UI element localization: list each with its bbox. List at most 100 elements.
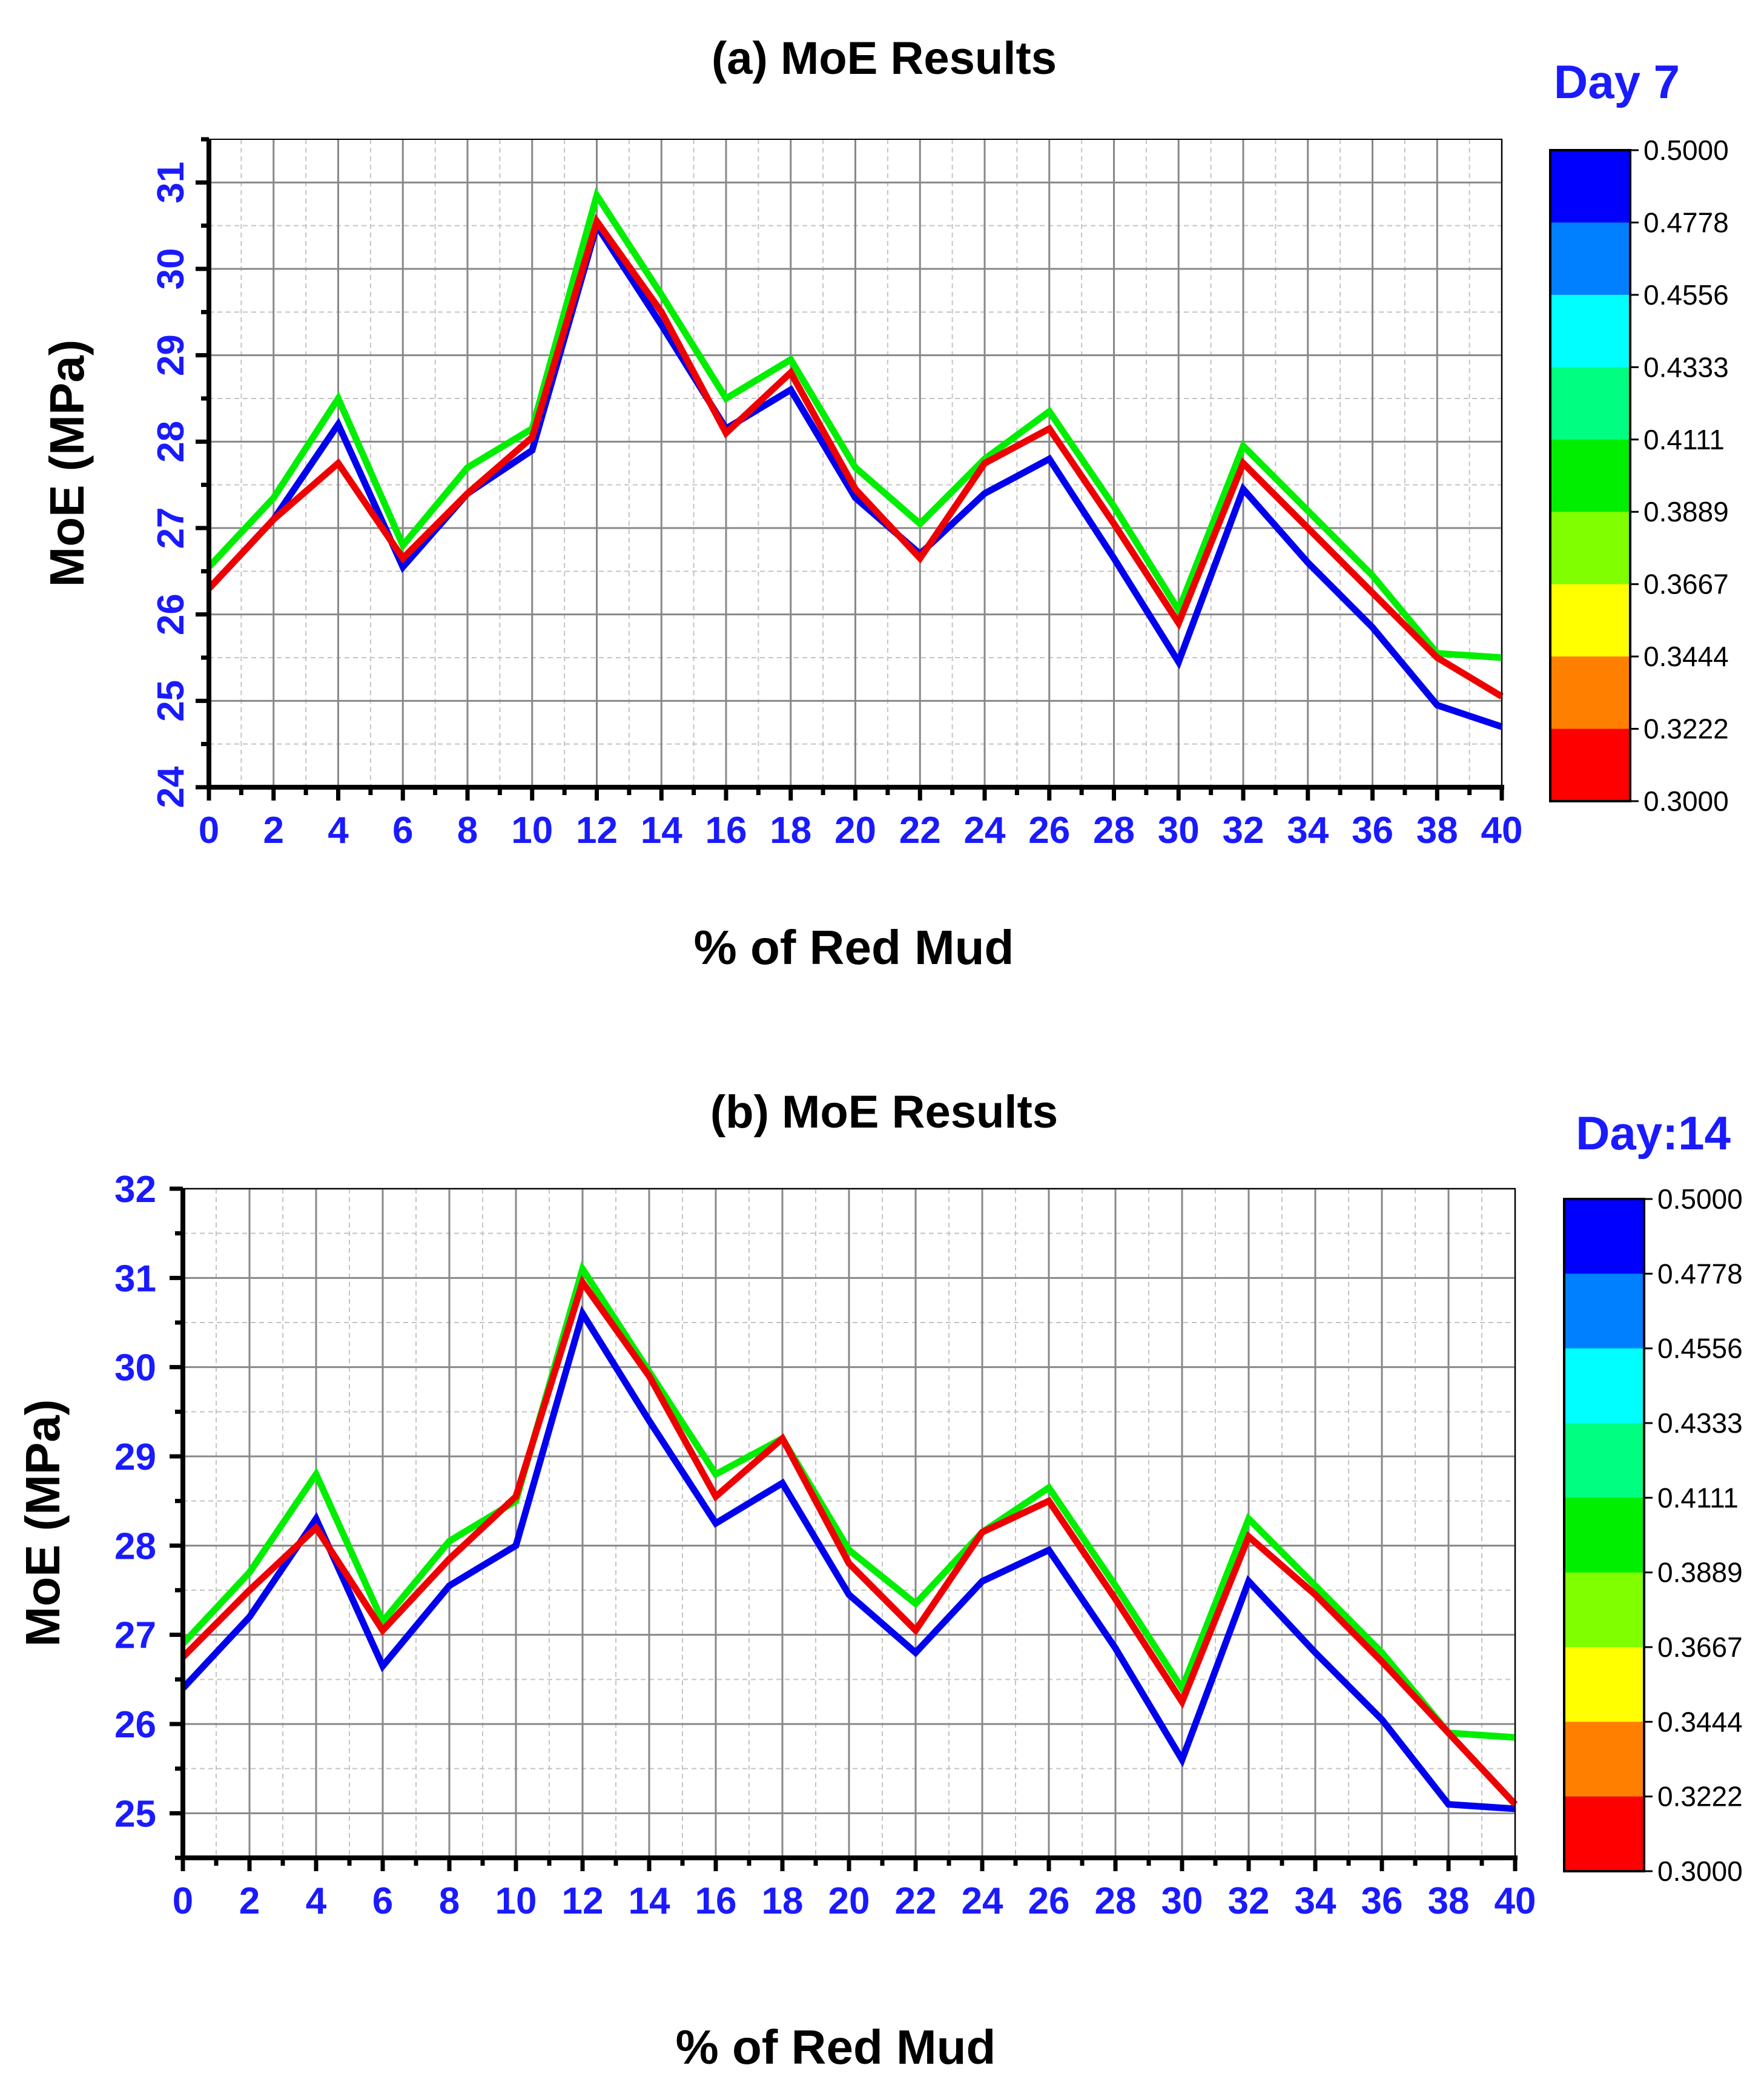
x-tick-label: 4 bbox=[328, 810, 349, 851]
colorbar-frame bbox=[1549, 149, 1631, 802]
colorbar-label: 0.4111 bbox=[1643, 424, 1725, 455]
colorbar-label: 0.5000 bbox=[1643, 134, 1729, 166]
chart-b: (b) MoE Results Day:14 0 2 4 6 8 10 12 14 16 18 20… bbox=[16, 1086, 1743, 2074]
colorbar-label: 0.4778 bbox=[1657, 1258, 1743, 1289]
chart-a-axes bbox=[196, 137, 1504, 801]
colorbar-label: 0.3889 bbox=[1643, 496, 1729, 527]
y-tick-label: 29 bbox=[114, 1436, 156, 1478]
y-tick-label: 30 bbox=[150, 248, 192, 290]
y-tick-label: 25 bbox=[114, 1793, 156, 1835]
series-line-0.5000 bbox=[180, 1305, 1516, 1812]
x-tick-label: 0 bbox=[173, 1880, 193, 1922]
x-tick-label: 36 bbox=[1361, 1880, 1403, 1922]
x-tick-label: 40 bbox=[1481, 810, 1523, 851]
colorbar-label: 0.4111 bbox=[1657, 1482, 1739, 1513]
colorbar-label: 0.4333 bbox=[1657, 1407, 1743, 1439]
y-tick-label: 31 bbox=[150, 162, 192, 203]
chart-a: (a) MoE Results Day 7 0 2 4 6 8 10 12 14 16 18 20 2… bbox=[40, 33, 1729, 974]
y-tick-label: 24 bbox=[150, 766, 192, 808]
x-tick-label: 20 bbox=[828, 1880, 870, 1922]
chart-b-y-tick-labels: 25 26 27 28 29 30 31 32 bbox=[114, 1169, 156, 1835]
x-tick-label: 26 bbox=[1028, 1880, 1070, 1922]
chart-a-x-label: % of Red Mud bbox=[694, 920, 1014, 974]
x-tick-label: 24 bbox=[962, 1880, 1003, 1922]
x-tick-label: 30 bbox=[1158, 810, 1200, 851]
chart-b-colorbar: 0.5000 0.4778 0.4556 0.4333 0.4111 0.3889 0.36… bbox=[1563, 1183, 1743, 1887]
series-line-0.4111 bbox=[206, 187, 1502, 661]
y-tick-label: 28 bbox=[150, 421, 192, 463]
y-tick-label: 27 bbox=[114, 1615, 156, 1657]
y-tick-label: 26 bbox=[114, 1704, 156, 1746]
x-tick-label: 28 bbox=[1093, 810, 1135, 851]
colorbar-segment bbox=[1550, 584, 1630, 657]
colorbar-label: 0.3667 bbox=[1643, 569, 1729, 600]
chart-b-y-label: MoE (MPa) bbox=[16, 1399, 70, 1647]
x-tick-label: 20 bbox=[834, 810, 876, 851]
x-tick-label: 28 bbox=[1095, 1880, 1137, 1922]
colorbar-segment bbox=[1564, 1273, 1644, 1349]
colorbar-label: 0.3222 bbox=[1657, 1781, 1743, 1812]
x-tick-label: 4 bbox=[306, 1880, 327, 1922]
colorbar-segment bbox=[1564, 1348, 1644, 1424]
chart-a-lines bbox=[206, 187, 1504, 730]
colorbar-segment bbox=[1564, 1647, 1644, 1722]
x-tick-label: 18 bbox=[762, 1880, 804, 1922]
x-tick-label: 22 bbox=[899, 810, 941, 851]
chart-b-title: (b) MoE Results bbox=[710, 1086, 1058, 1138]
chart-a-y-tick-labels: 24 25 26 27 28 29 30 31 bbox=[150, 162, 192, 808]
x-tick-label: 14 bbox=[641, 810, 682, 851]
x-tick-label: 6 bbox=[372, 1880, 393, 1922]
colorbar-segment bbox=[1564, 1423, 1644, 1498]
colorbar-segment bbox=[1564, 1498, 1644, 1573]
x-tick-label: 26 bbox=[1028, 810, 1070, 851]
x-tick-label: 8 bbox=[439, 1880, 460, 1922]
series-line-0.4111 bbox=[180, 1261, 1516, 1741]
chart-b-x-label: % of Red Mud bbox=[676, 2020, 996, 2074]
chart-a-x-tick-labels: 0 2 4 6 8 10 12 14 16 18 20 22 24 26 28 30 32 34 36 38 40 bbox=[199, 810, 1523, 851]
x-tick-label: 2 bbox=[263, 810, 284, 851]
colorbar-segment bbox=[1550, 222, 1630, 296]
y-tick-label: 25 bbox=[150, 680, 192, 722]
colorbar-label: 0.3000 bbox=[1643, 785, 1729, 817]
x-tick-label: 2 bbox=[239, 1880, 260, 1922]
chart-b-x-tick-labels: 0 2 4 6 8 10 12 14 16 18 20 22 24 26 28 30 32 34 36 38 40 bbox=[173, 1880, 1536, 1922]
x-tick-label: 12 bbox=[562, 1880, 604, 1922]
x-tick-label: 14 bbox=[629, 1880, 670, 1922]
x-tick-label: 16 bbox=[705, 810, 747, 851]
chart-a-colorbar: 0.5000 0.4778 0.4556 0.4333 0.4111 0.3889 0.36… bbox=[1549, 134, 1729, 817]
x-tick-label: 22 bbox=[895, 1880, 937, 1922]
colorbar-label: 0.3889 bbox=[1657, 1557, 1743, 1588]
colorbar-segment bbox=[1564, 1572, 1644, 1648]
chart-b-lines bbox=[180, 1261, 1518, 1812]
colorbar-label: 0.4333 bbox=[1643, 351, 1729, 383]
x-tick-label: 10 bbox=[495, 1880, 537, 1922]
x-tick-label: 32 bbox=[1223, 810, 1264, 851]
x-tick-label: 12 bbox=[576, 810, 618, 851]
colorbar-label: 0.5000 bbox=[1657, 1183, 1743, 1215]
chart-b-major-grid bbox=[182, 1188, 1516, 1858]
x-tick-label: 8 bbox=[457, 810, 478, 851]
y-tick-label: 26 bbox=[150, 593, 192, 635]
colorbar-label: 0.4556 bbox=[1657, 1333, 1743, 1364]
chart-b-axes bbox=[170, 1186, 1518, 1871]
chart-a-y-label: MoE (MPa) bbox=[40, 340, 94, 587]
x-tick-label: 38 bbox=[1428, 1880, 1470, 1922]
colorbar-segment bbox=[1550, 150, 1630, 223]
x-tick-label: 10 bbox=[511, 810, 553, 851]
colorbar-frame bbox=[1563, 1198, 1645, 1872]
x-tick-label: 30 bbox=[1161, 1880, 1203, 1922]
colorbar-label: 0.3000 bbox=[1657, 1855, 1743, 1887]
colorbar-segment bbox=[1550, 656, 1630, 730]
colorbar-label: 0.3444 bbox=[1643, 641, 1729, 672]
x-tick-label: 34 bbox=[1287, 810, 1329, 851]
chart-a-title: (a) MoE Results bbox=[712, 33, 1057, 84]
y-tick-label: 32 bbox=[114, 1169, 156, 1211]
x-tick-label: 0 bbox=[199, 810, 219, 851]
series-line-0.5000 bbox=[206, 217, 1503, 730]
colorbar-label: 0.3222 bbox=[1643, 713, 1729, 745]
x-tick-label: 18 bbox=[770, 810, 811, 851]
y-tick-label: 27 bbox=[150, 507, 192, 549]
y-tick-label: 31 bbox=[114, 1258, 156, 1300]
colorbar-segment bbox=[1550, 294, 1630, 368]
